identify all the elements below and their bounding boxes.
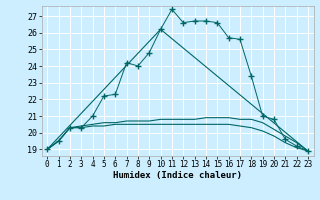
X-axis label: Humidex (Indice chaleur): Humidex (Indice chaleur) (113, 171, 242, 180)
